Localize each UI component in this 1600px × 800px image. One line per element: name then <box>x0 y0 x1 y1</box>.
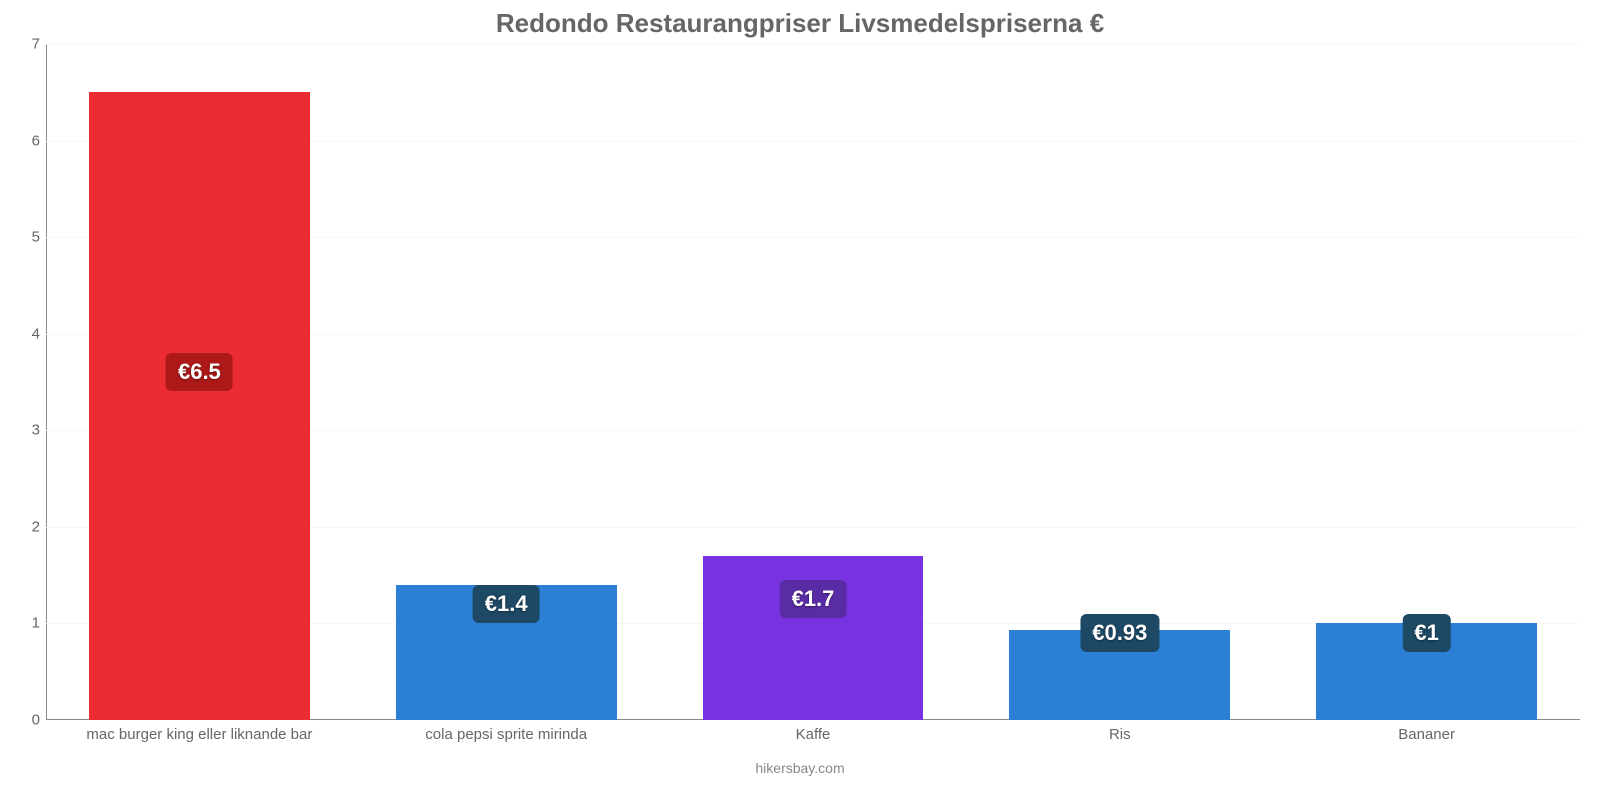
x-tick-label: Bananer <box>1281 726 1572 743</box>
x-tick-label: Ris <box>974 726 1265 743</box>
data-label: €1 <box>1402 614 1450 652</box>
x-tick-label: cola pepsi sprite mirinda <box>360 726 651 743</box>
chart-footer: hikersbay.com <box>0 760 1600 776</box>
plot-area: 01234567€6.5€1.4€1.7€0.93€1 <box>46 44 1580 720</box>
y-tick-label: 0 <box>16 712 40 729</box>
y-tick-label: 3 <box>16 422 40 439</box>
y-tick-label: 7 <box>16 36 40 53</box>
data-label: €1.7 <box>780 580 847 618</box>
y-tick-label: 1 <box>16 615 40 632</box>
x-tick-label: mac burger king eller liknande bar <box>54 726 345 743</box>
y-axis-line <box>46 44 47 720</box>
y-tick-label: 6 <box>16 132 40 149</box>
x-tick-label: Kaffe <box>667 726 958 743</box>
gridline <box>46 44 1580 45</box>
y-tick-label: 2 <box>16 518 40 535</box>
y-tick-label: 4 <box>16 325 40 342</box>
data-label: €0.93 <box>1080 614 1159 652</box>
bar <box>89 92 310 720</box>
y-tick-label: 5 <box>16 229 40 246</box>
chart-title: Redondo Restaurangpriser Livsmedelsprise… <box>0 8 1600 39</box>
data-label: €1.4 <box>473 585 540 623</box>
data-label: €6.5 <box>166 353 233 391</box>
chart-container: Redondo Restaurangpriser Livsmedelsprise… <box>0 0 1600 800</box>
